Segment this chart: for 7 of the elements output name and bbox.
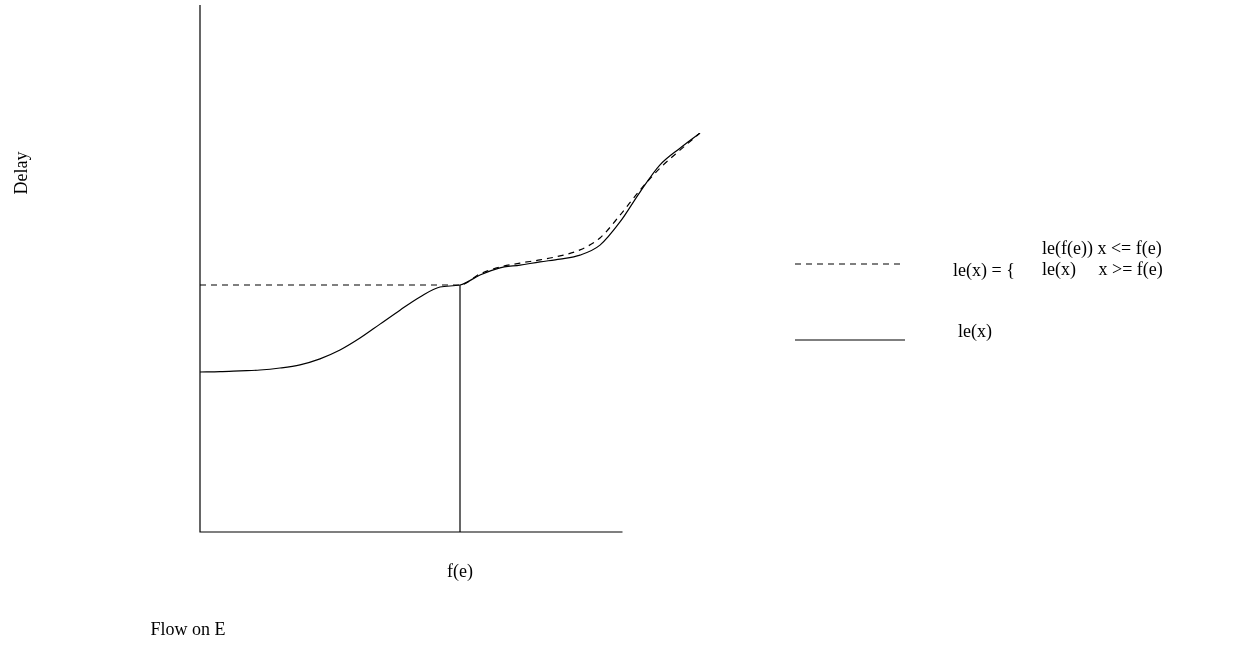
text: Delay <box>10 151 31 195</box>
text: f(e) <box>447 560 473 582</box>
text: le(x) x >= f(e) <box>1042 258 1163 280</box>
text: le(f(e)) x <= f(e) <box>1042 237 1162 259</box>
x-axis-title: Flow on E <box>150 618 226 639</box>
text: le(x) <box>958 320 992 342</box>
text: le(x) = { <box>953 259 1015 281</box>
